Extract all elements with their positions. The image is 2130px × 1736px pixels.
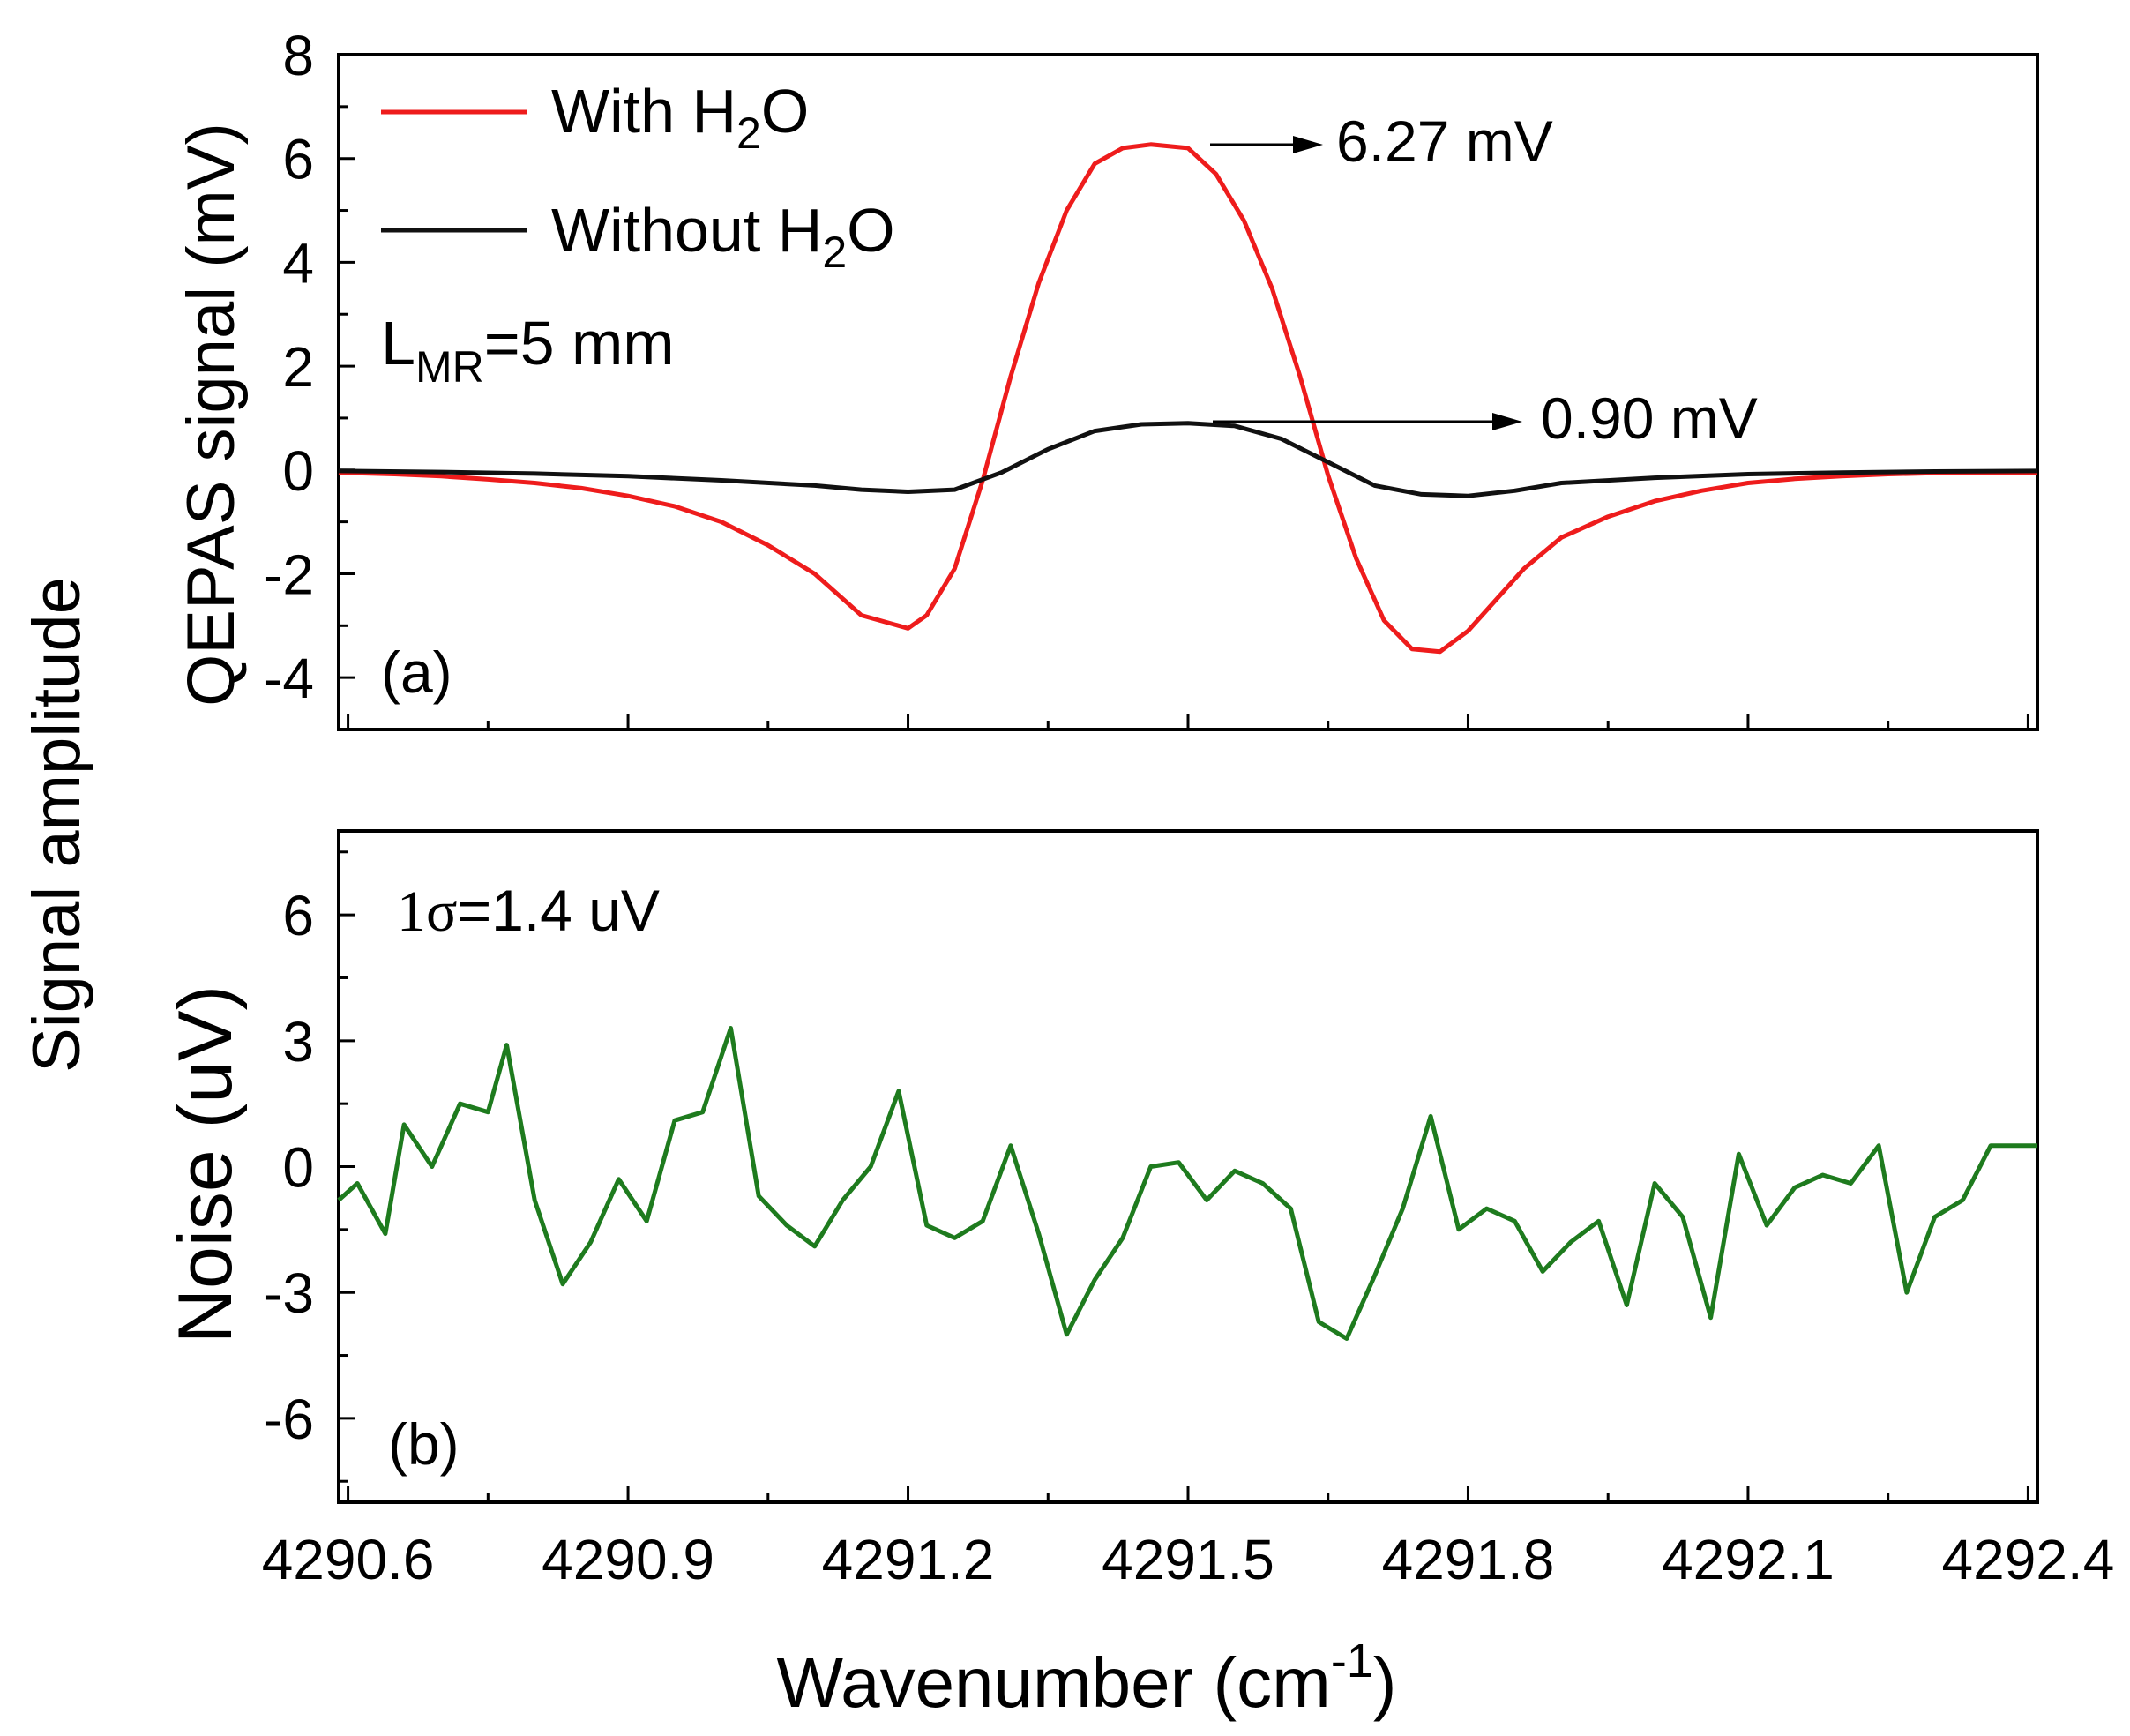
- x-tick-label: 4290.9: [542, 1528, 714, 1591]
- series-without-h2o-line: [338, 421, 2038, 498]
- y-tick-label: 6: [282, 884, 314, 947]
- panel-b: Noise (uV) 6 3 0 -3 -6 1σ=1.4 uV (b): [163, 829, 2039, 1504]
- peak-label-with-h2o: 6.27 mV: [1336, 108, 1553, 174]
- legend: With H2O Without H2O: [381, 77, 895, 277]
- panel-b-x-ticks: [347, 1486, 2029, 1502]
- y-tick-label: 8: [282, 24, 314, 87]
- legend-label-without-h2o: Without H2O: [551, 196, 895, 277]
- y-tick-label: 2: [282, 335, 314, 399]
- panel-b-frame: [337, 829, 2039, 1504]
- x-tick-labels: 4290.6 4290.9 4291.2 4291.5 4291.8 4292.1 4292…: [262, 1528, 2115, 1591]
- y-tick-label: 0: [282, 1136, 314, 1200]
- y-tick-label: -6: [264, 1388, 314, 1451]
- panel-a-x-ticks: [347, 714, 2029, 730]
- series-noise-line: [337, 1026, 2037, 1341]
- series-with-h2o-line: [338, 142, 2037, 655]
- panel-b-label: (b): [388, 1411, 460, 1477]
- peak-arrow-with-h2o: [1210, 136, 1323, 153]
- panel-b-y-ticks: 6 3 0 -3 -6: [264, 850, 355, 1483]
- y-tick-label: -3: [264, 1261, 314, 1325]
- peak-arrow-without-h2o: [1213, 413, 1522, 430]
- panel-a-y-ticks: 8 6 4 2 0 -2 -4: [264, 24, 355, 731]
- x-tick-label: 4291.5: [1102, 1528, 1274, 1591]
- y-super-label: Signal amplitude: [19, 577, 94, 1073]
- noise-stat-label: 1σ=1.4 uV: [397, 878, 660, 944]
- x-axis-label: Wavenumber (cm-1): [777, 1635, 1397, 1722]
- x-tick-label: 4290.6: [262, 1528, 435, 1591]
- peak-label-without-h2o: 0.90 mV: [1541, 385, 1758, 451]
- panel-b-ylabel: Noise (uV): [163, 985, 248, 1343]
- x-tick-label: 4292.1: [1662, 1528, 1835, 1591]
- y-tick-label: -2: [264, 542, 314, 606]
- panel-a: QEPAS signal (mV) 8 6 4 2 0 -2 -4 With H2O Wit…: [174, 24, 2039, 731]
- y-tick-label: -4: [264, 647, 314, 710]
- legend-label-with-h2o: With H2O: [551, 77, 809, 158]
- x-tick-label: 4292.4: [1942, 1528, 2115, 1591]
- x-tick-label: 4291.8: [1382, 1528, 1555, 1591]
- panel-a-frame: [337, 53, 2039, 731]
- y-tick-label: 6: [282, 128, 314, 191]
- y-tick-label: 0: [282, 439, 314, 503]
- y-tick-label: 3: [282, 1010, 314, 1074]
- y-tick-label: 4: [282, 231, 314, 295]
- panel-a-label: (a): [381, 640, 452, 705]
- panel-a-ylabel: QEPAS signal (mV): [174, 123, 249, 707]
- x-tick-label: 4291.2: [822, 1528, 995, 1591]
- lmr-annotation: LMR=5 mm: [381, 309, 675, 392]
